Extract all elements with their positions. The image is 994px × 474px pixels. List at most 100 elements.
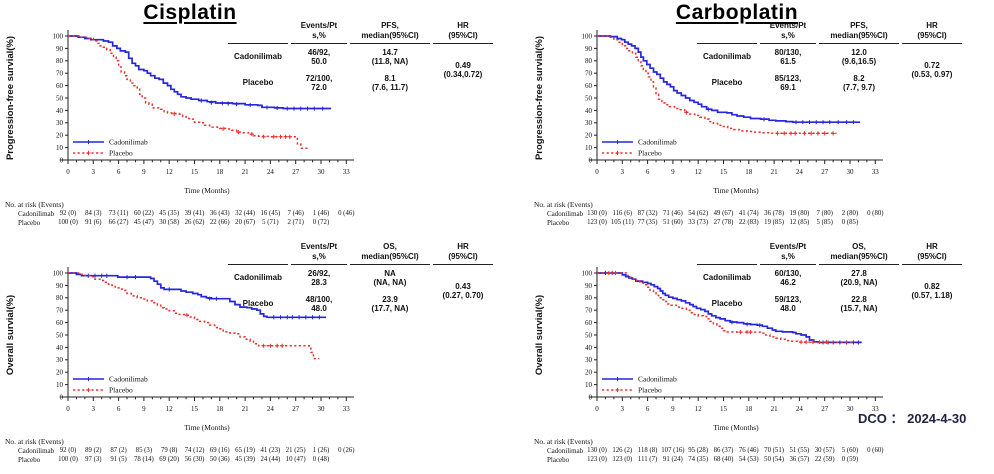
censor-mark: [738, 330, 743, 335]
risk-row-label: Cadonilimab: [18, 447, 55, 455]
risk-value: 36 (57): [789, 456, 810, 463]
x-tick-label: 6: [646, 405, 650, 413]
risk-value: 91 (5): [110, 456, 127, 463]
panel-carboplatin-os: Events/Pt s,% OS, median(95%CI) HR (95%C…: [497, 237, 994, 474]
x-axis-label: Time (Months): [184, 186, 230, 195]
risk-row-cadonilimab: Cadonilimab 92 (0) 84 (3) 73 (11) 60 (22) 45 …: [0, 210, 497, 219]
risk-value: 118 (8): [637, 447, 658, 454]
stats-header-median: PFS, median(95%CI): [819, 18, 899, 44]
stats-row-name: Cadonilimab: [702, 52, 751, 62]
risk-value: 1 (26): [312, 447, 330, 454]
y-tick-label: 30: [585, 356, 593, 364]
risk-value: 130 (0): [587, 447, 607, 454]
y-tick-label: 60: [56, 82, 64, 90]
y-tick-label: 90: [56, 45, 64, 53]
risk-value: 7 (80): [816, 210, 833, 217]
risk-value: 116 (6): [612, 210, 633, 217]
y-tick-label: 80: [585, 294, 593, 302]
legend-marker-placebo: [615, 150, 620, 156]
risk-value: 39 (41): [184, 210, 205, 217]
risk-table-title: No. at risk (Events): [5, 200, 64, 209]
x-tick-label: 21: [771, 168, 779, 176]
censor-mark: [271, 134, 276, 139]
x-tick-label: 0: [595, 405, 599, 413]
risk-value: 0 (60): [867, 447, 884, 454]
y-tick-label: 30: [585, 119, 593, 127]
y-tick-label: 30: [56, 356, 64, 364]
risk-table-cisplatin-os: No. at risk (Events) Cadonilimab 92 (0) 89…: [0, 437, 497, 471]
stats-header-blank: [697, 239, 757, 265]
y-tick-label: 20: [585, 369, 593, 377]
x-tick-label: 9: [142, 405, 146, 413]
risk-value: 126 (2): [612, 447, 633, 454]
km-plot-cisplatin-pfs: 0 10 20 30 40 50 60 70 80 90 100 0 3 6 9 12 15 18 21 24 27 30…: [5, 30, 354, 195]
censor-mark: [815, 131, 821, 136]
censor-mark: [809, 131, 814, 136]
y-tick-label: 20: [56, 132, 64, 140]
x-axis-label: Time (Months): [184, 423, 230, 432]
risk-value: 10 (47): [285, 456, 306, 463]
censor-mark: [268, 343, 273, 348]
x-tick-label: 9: [142, 168, 146, 176]
censor-mark: [283, 134, 288, 139]
y-tick-label: 100: [53, 32, 64, 40]
risk-value: 22 (66): [209, 219, 230, 226]
risk-value: 51 (55): [789, 447, 810, 454]
censor-mark: [827, 120, 832, 125]
stats-header-hr: HR (95%CI): [433, 18, 493, 44]
risk-value: 5 (60): [841, 447, 859, 454]
panel-carboplatin-pfs: Carboplatin Events/Pt s,% PFS, median(95…: [497, 0, 994, 237]
legend-label-cadonilimab: Cadonilimab: [638, 137, 677, 146]
risk-value: 84 (3): [85, 210, 102, 217]
stats-table-carboplatin-os: Events/Pt s,% OS, median(95%CI) HR (95%C…: [697, 239, 962, 317]
censor-mark: [606, 270, 611, 276]
stats-header-blank: [228, 239, 288, 265]
censor-mark: [320, 106, 325, 111]
risk-value: 0 (26): [338, 447, 355, 454]
x-tick-label: 27: [292, 405, 300, 413]
risk-value: 56 (30): [184, 456, 205, 463]
censor-mark: [836, 120, 841, 125]
censor-mark: [798, 339, 804, 345]
risk-value: 49 (67): [713, 210, 734, 217]
censor-mark: [285, 315, 290, 320]
censor-mark: [172, 111, 177, 116]
risk-value: 0 (48): [312, 456, 330, 463]
x-tick-label: 33: [872, 405, 880, 413]
stats-header-blank: [697, 18, 757, 44]
censor-mark: [844, 120, 849, 125]
censor-mark: [851, 120, 856, 125]
x-tick-label: 18: [216, 168, 224, 176]
censor-mark: [793, 131, 798, 136]
legend-marker-cadonilimab: [615, 139, 620, 145]
x-axis-label: Time (Months): [713, 423, 759, 432]
data-cutoff-label: DCO ： 2024-4-30: [858, 411, 967, 426]
risk-value: 45 (39): [235, 456, 255, 463]
x-tick-label: 6: [117, 405, 121, 413]
censor-mark: [814, 120, 819, 125]
censor-mark: [249, 132, 254, 137]
legend-marker-placebo: [86, 150, 91, 156]
risk-value: 105 (11): [610, 219, 634, 226]
risk-value: 24 (44): [260, 456, 281, 463]
risk-value: 78 (14): [133, 456, 154, 463]
legend-label-placebo: Placebo: [638, 148, 662, 157]
risk-table-cisplatin-pfs: No. at risk (Events) Cadonilimab 92 (0) 84…: [0, 200, 497, 234]
risk-row-cadonilimab: Cadonilimab 130 (0) 126 (2) 118 (8) 107 (16)…: [529, 447, 994, 456]
stats-events-value: 48/100, 48.0: [305, 294, 333, 313]
stats-median-value: 23.9 (17.7, NA): [371, 294, 409, 313]
y-axis-label: Progression-free survial(%): [534, 36, 545, 160]
censor-mark: [312, 106, 317, 111]
stats-header-events: Events/Pt s,%: [291, 239, 347, 265]
risk-value: 30 (57): [814, 447, 835, 454]
stats-median-value: 8.2 (7.7, 9.7): [842, 73, 875, 92]
censor-mark: [303, 315, 308, 320]
risk-row-placebo: Placebo 100 (0) 91 (6) 66 (27) 45 (47) 30 (58…: [0, 219, 497, 228]
censor-mark: [92, 273, 98, 278]
censor-mark: [248, 102, 253, 108]
risk-value: 79 (8): [160, 447, 178, 454]
risk-value: 95 (28): [688, 447, 709, 454]
legend-label-placebo: Placebo: [109, 385, 133, 394]
stats-median-value: NA (NA, NA): [373, 268, 407, 287]
risk-value: 73 (11): [108, 210, 129, 217]
